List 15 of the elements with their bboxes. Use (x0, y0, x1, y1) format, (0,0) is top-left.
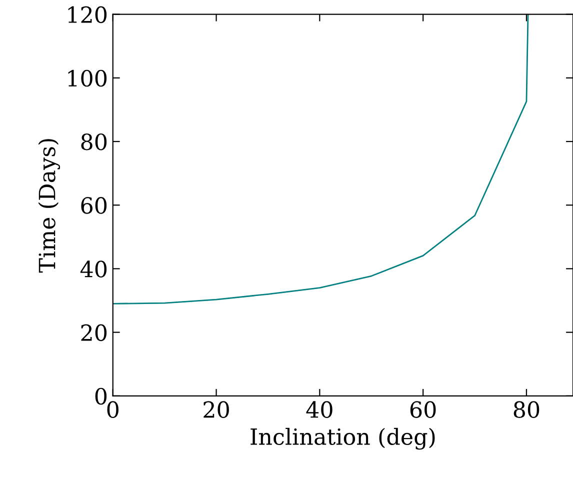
x-tick-label: 80 (514, 401, 540, 418)
y-tick-label: 80 (81, 133, 107, 150)
y-tick-label: 40 (80, 260, 107, 278)
y-tick-label: 60 (81, 197, 107, 214)
line-series (112, 14, 529, 304)
y-tick-label: 20 (81, 324, 107, 342)
y-axis-title: Time (Days) (38, 139, 60, 273)
x-tick-label: 20 (204, 401, 229, 418)
y-tick-label: 100 (68, 70, 107, 87)
y-tick-label: 120 (68, 6, 107, 24)
x-axis-title: Inclination (deg) (250, 428, 435, 450)
x-tick-label: 0 (107, 401, 118, 418)
y-tick-label: 0 (95, 388, 107, 405)
x-tick-label: 40 (306, 401, 332, 418)
x-tick-label: 60 (410, 401, 436, 418)
